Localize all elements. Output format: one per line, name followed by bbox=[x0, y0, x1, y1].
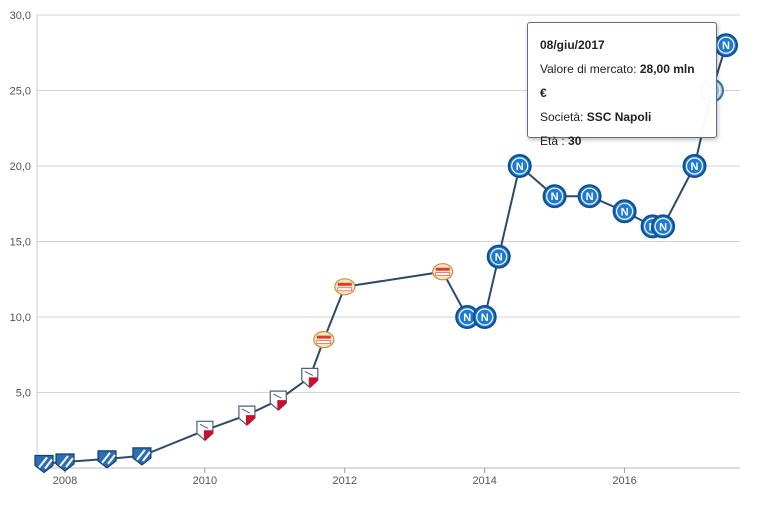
utrecht-crest-icon bbox=[196, 420, 214, 442]
psv-crest-stripe bbox=[316, 335, 331, 339]
tooltip-age-label: Età : bbox=[540, 134, 565, 148]
heerenveen-crest-stripe bbox=[107, 454, 116, 465]
heerenveen-crest-stripe bbox=[38, 456, 48, 469]
tooltip-age: 30 bbox=[568, 134, 582, 148]
psv-crest-stripe bbox=[316, 340, 332, 344]
heerenveen-crest-icon bbox=[55, 453, 75, 472]
napoli-crest-letter: N bbox=[586, 191, 594, 203]
utrecht-crest-mark bbox=[304, 370, 314, 376]
tooltip-club-row: Società: SSC Napoli bbox=[540, 105, 704, 129]
axis-layer: 5,0 10,0 15,0 20,0 25,0 30,0 2008 2010 2012 2014 2… bbox=[10, 10, 740, 487]
napoli-crest-letter: N bbox=[495, 252, 503, 264]
psv-crest-icon bbox=[432, 263, 454, 281]
napoli-crest-ring bbox=[545, 187, 564, 205]
heerenveen-crest-stripe bbox=[101, 452, 111, 464]
napoli-crest-letter: N bbox=[659, 221, 667, 233]
tooltip: 08/giu/2017 Valore di mercato: 28,00 mln… bbox=[527, 22, 717, 148]
psv-crest-oval bbox=[313, 331, 335, 349]
napoli-crest-icon: N bbox=[486, 244, 511, 269]
napoli-crest-icon: N bbox=[651, 214, 676, 239]
napoli-crest-icon: N bbox=[507, 154, 532, 178]
napoli-crest-ring bbox=[476, 308, 494, 326]
psv-crest-stripe bbox=[435, 267, 450, 271]
y-tick-label: 10,0 bbox=[10, 312, 31, 324]
heerenveen-crest-shield bbox=[132, 447, 152, 466]
psv-crest-oval bbox=[432, 263, 454, 281]
utrecht-crest-mark bbox=[199, 423, 209, 429]
utrecht-crest-red bbox=[308, 377, 318, 388]
heerenveen-crest-icon bbox=[97, 450, 117, 469]
grid-layer bbox=[37, 14, 740, 393]
napoli-crest-ring bbox=[511, 157, 529, 175]
psv-crest-icon bbox=[334, 278, 356, 296]
napoli-crest-letter: N bbox=[516, 161, 524, 173]
heerenveen-crest-icon bbox=[34, 454, 54, 474]
x-tick-label: 2014 bbox=[472, 475, 496, 487]
heerenveen-crest-shield bbox=[55, 453, 75, 472]
napoli-crest-ring bbox=[717, 36, 735, 54]
tooltip-value-label: Valore di mercato: bbox=[540, 62, 637, 76]
point-layer: NNNNNNNNNNNN bbox=[34, 33, 738, 474]
x-tick-label: 2008 bbox=[53, 475, 77, 487]
napoli-crest-icon: N bbox=[542, 184, 567, 209]
napoli-crest-icon: N bbox=[472, 305, 497, 329]
tooltip-club-label: Società: bbox=[540, 110, 584, 124]
utrecht-crest-icon bbox=[269, 390, 287, 411]
tooltip-value-row: Valore di mercato: 28,00 mln € bbox=[540, 57, 704, 105]
heerenveen-crest-stripe bbox=[65, 457, 74, 468]
psv-crest-icon bbox=[313, 331, 335, 349]
y-tick-label: 5,0 bbox=[16, 388, 31, 400]
napoli-crest-icon: N bbox=[612, 199, 637, 224]
napoli-crest-letter: N bbox=[621, 206, 629, 218]
napoli-crest-ring bbox=[580, 187, 599, 205]
y-tick-label: 30,0 bbox=[10, 10, 31, 22]
napoli-crest-ring bbox=[615, 202, 634, 220]
utrecht-crest-icon bbox=[301, 367, 319, 389]
x-tick-label: 2016 bbox=[612, 475, 636, 487]
napoli-crest-letter: N bbox=[551, 191, 559, 203]
napoli-crest-ring bbox=[685, 157, 704, 175]
x-tick-label: 2010 bbox=[193, 475, 217, 487]
napoli-crest-letter: N bbox=[691, 161, 699, 173]
utrecht-crest-red bbox=[277, 400, 287, 411]
y-tick-label: 20,0 bbox=[10, 161, 31, 173]
x-tick-label: 2012 bbox=[333, 475, 357, 487]
heerenveen-crest-icon bbox=[132, 447, 152, 466]
tooltip-age-row: Età : 30 bbox=[540, 129, 704, 153]
napoli-crest-ring bbox=[490, 248, 508, 266]
napoli-crest-icon: N bbox=[682, 154, 707, 178]
psv-crest-stripe bbox=[435, 272, 451, 277]
napoli-crest-letter: N bbox=[481, 312, 489, 324]
heerenveen-crest-stripe bbox=[136, 449, 146, 461]
heerenveen-crest-shield bbox=[97, 450, 117, 469]
utrecht-crest-icon bbox=[238, 405, 256, 426]
napoli-crest-letter: N bbox=[722, 40, 730, 52]
heerenveen-crest-stripe bbox=[59, 455, 69, 467]
tooltip-value: 28,00 mln € bbox=[540, 62, 695, 100]
heerenveen-crest-shield bbox=[34, 454, 54, 474]
tooltip-club: SSC Napoli bbox=[586, 110, 652, 124]
y-tick-label: 25,0 bbox=[10, 86, 31, 98]
napoli-crest-icon: N bbox=[577, 184, 602, 209]
utrecht-crest-mark bbox=[241, 408, 251, 414]
napoli-crest-letter: N bbox=[463, 312, 471, 324]
utrecht-crest-mark bbox=[273, 393, 282, 399]
utrecht-crest-red bbox=[203, 430, 213, 441]
heerenveen-crest-stripe bbox=[142, 451, 151, 462]
heerenveen-crest-stripe bbox=[44, 458, 53, 470]
psv-crest-oval bbox=[334, 278, 356, 296]
napoli-crest-ring bbox=[654, 217, 672, 235]
utrecht-crest-red bbox=[245, 415, 255, 426]
tooltip-date: 08/giu/2017 bbox=[540, 38, 605, 52]
psv-crest-stripe bbox=[337, 287, 353, 292]
y-tick-label: 15,0 bbox=[10, 237, 31, 249]
psv-crest-stripe bbox=[337, 282, 352, 286]
napoli-crest-icon: N bbox=[714, 33, 738, 58]
